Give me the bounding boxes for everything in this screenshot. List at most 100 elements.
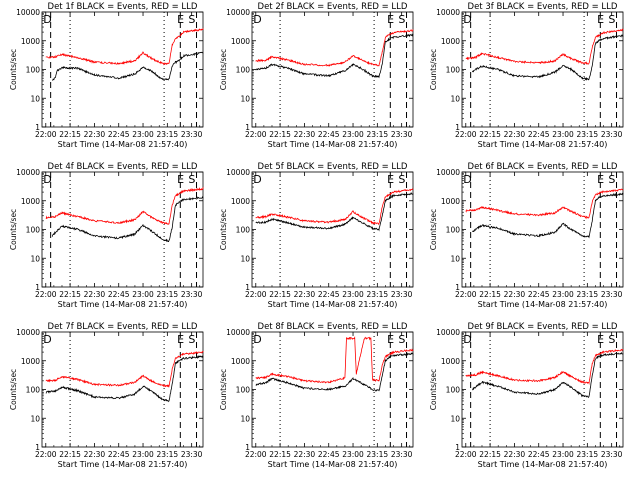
panel-title: Det 9f BLACK = Events, RED = LLD (468, 322, 618, 332)
y-tick-label: 100 (236, 386, 251, 395)
series-lld-line (465, 28, 624, 65)
x-axis-label: Start Time (14-Mar-08 21:57:40) (478, 300, 608, 309)
y-tick-label: 1 (35, 123, 40, 132)
x-tick-label: 22:30 (294, 450, 316, 459)
x-tick-label: 22:30 (504, 450, 526, 459)
marker-letter: S (188, 13, 195, 26)
x-axis-label: Start Time (14-Mar-08 21:57:40) (268, 140, 398, 149)
y-tick-label: 1 (455, 443, 460, 452)
y-tick-label: 1000 (441, 357, 460, 366)
y-axis-label: Counts/sec (429, 49, 438, 90)
marker-letter: E (597, 333, 604, 346)
marker-letter: E (177, 173, 184, 186)
marker-letter: E (387, 173, 394, 186)
series-events-line (45, 354, 204, 403)
x-tick-label: 22:00 (245, 290, 267, 299)
series-events-line (255, 33, 414, 79)
y-tick-label: 100 (26, 386, 41, 395)
x-tick-label: 22:00 (245, 130, 267, 139)
x-tick-label: 23:00 (342, 130, 364, 139)
x-tick-label: 22:30 (504, 130, 526, 139)
marker-letter: D (253, 333, 261, 346)
x-tick-label: 23:00 (342, 290, 364, 299)
x-axis-label: Start Time (14-Mar-08 21:57:40) (268, 460, 398, 469)
x-tick-label: 23:30 (601, 450, 623, 459)
x-tick-label: 22:30 (294, 130, 316, 139)
marker-letter: E (387, 13, 394, 26)
y-tick-label: 100 (236, 66, 251, 75)
x-tick-label: 23:30 (391, 290, 413, 299)
y-tick-label: 1 (35, 443, 40, 452)
x-tick-label: 23:00 (552, 130, 574, 139)
y-tick-label: 10 (450, 94, 460, 103)
x-tick-label: 23:00 (552, 290, 574, 299)
y-tick-label: 10 (450, 414, 460, 423)
y-tick-label: 10000 (226, 168, 250, 177)
marker-letter: D (253, 13, 261, 26)
marker-letter: D (43, 13, 51, 26)
x-tick-label: 22:45 (528, 450, 550, 459)
plot-frame (41, 331, 204, 448)
x-axis-label: Start Time (14-Mar-08 21:57:40) (58, 300, 188, 309)
panel-det-4: Det 4f BLACK = Events, RED = LLD 1 10 100 10… (9, 162, 204, 309)
series-lld-line (45, 27, 204, 66)
x-tick-label: 23:30 (181, 450, 203, 459)
y-tick-label: 10000 (16, 8, 40, 17)
x-tick-label: 23:15 (157, 290, 179, 299)
x-tick-label: 22:30 (84, 450, 106, 459)
y-tick-label: 1000 (231, 37, 250, 46)
y-tick-label: 1 (245, 123, 250, 132)
y-tick-label: 1 (245, 443, 250, 452)
y-tick-label: 1000 (441, 197, 460, 206)
panel-title: Det 5f BLACK = Events, RED = LLD (258, 162, 408, 172)
marker-letter: E (177, 13, 184, 26)
y-tick-label: 100 (446, 386, 461, 395)
y-axis-label: Counts/sec (429, 369, 438, 410)
y-tick-label: 10000 (436, 328, 460, 337)
panel-title: Det 8f BLACK = Events, RED = LLD (258, 322, 408, 332)
x-tick-label: 23:30 (181, 130, 203, 139)
x-tick-label: 22:15 (59, 130, 81, 139)
x-tick-label: 22:15 (479, 130, 501, 139)
series-lld-line (45, 351, 204, 388)
y-axis-label: Counts/sec (9, 49, 18, 90)
x-tick-label: 22:15 (59, 290, 81, 299)
x-tick-label: 22:45 (108, 130, 130, 139)
y-tick-label: 1000 (21, 197, 40, 206)
x-tick-label: 22:45 (318, 450, 340, 459)
x-tick-label: 22:15 (59, 450, 81, 459)
x-tick-label: 22:15 (269, 450, 291, 459)
y-tick-label: 1000 (21, 357, 40, 366)
y-tick-label: 100 (446, 66, 461, 75)
x-tick-label: 22:45 (108, 450, 130, 459)
plot-frame (461, 171, 624, 288)
y-tick-label: 10 (240, 414, 250, 423)
series-lld-line (465, 188, 624, 220)
marker-letter: D (463, 13, 471, 26)
x-tick-label: 22:15 (269, 290, 291, 299)
panel-title: Det 3f BLACK = Events, RED = LLD (468, 2, 618, 12)
marker-letter: E (177, 333, 184, 346)
y-tick-label: 10000 (226, 8, 250, 17)
x-tick-label: 23:00 (132, 290, 154, 299)
series-events-line (52, 51, 204, 81)
series-events-line (255, 192, 414, 232)
x-tick-label: 23:15 (157, 130, 179, 139)
x-axis-label: Start Time (14-Mar-08 21:57:40) (58, 460, 188, 469)
x-axis-label: Start Time (14-Mar-08 21:57:40) (478, 140, 608, 149)
y-tick-label: 10000 (436, 8, 460, 17)
marker-letter: E (597, 173, 604, 186)
series-lld-line (255, 336, 414, 384)
x-tick-label: 22:00 (35, 450, 57, 459)
plot-frame (41, 171, 204, 288)
x-tick-label: 23:15 (577, 130, 599, 139)
panel-title: Det 1f BLACK = Events, RED = LLD (48, 2, 198, 12)
panel-title: Det 6f BLACK = Events, RED = LLD (468, 162, 618, 172)
marker-letter: S (398, 13, 405, 26)
y-tick-label: 10000 (16, 168, 40, 177)
marker-letter: D (253, 173, 261, 186)
x-tick-label: 22:30 (504, 290, 526, 299)
x-tick-label: 22:45 (528, 130, 550, 139)
x-tick-label: 23:00 (132, 450, 154, 459)
